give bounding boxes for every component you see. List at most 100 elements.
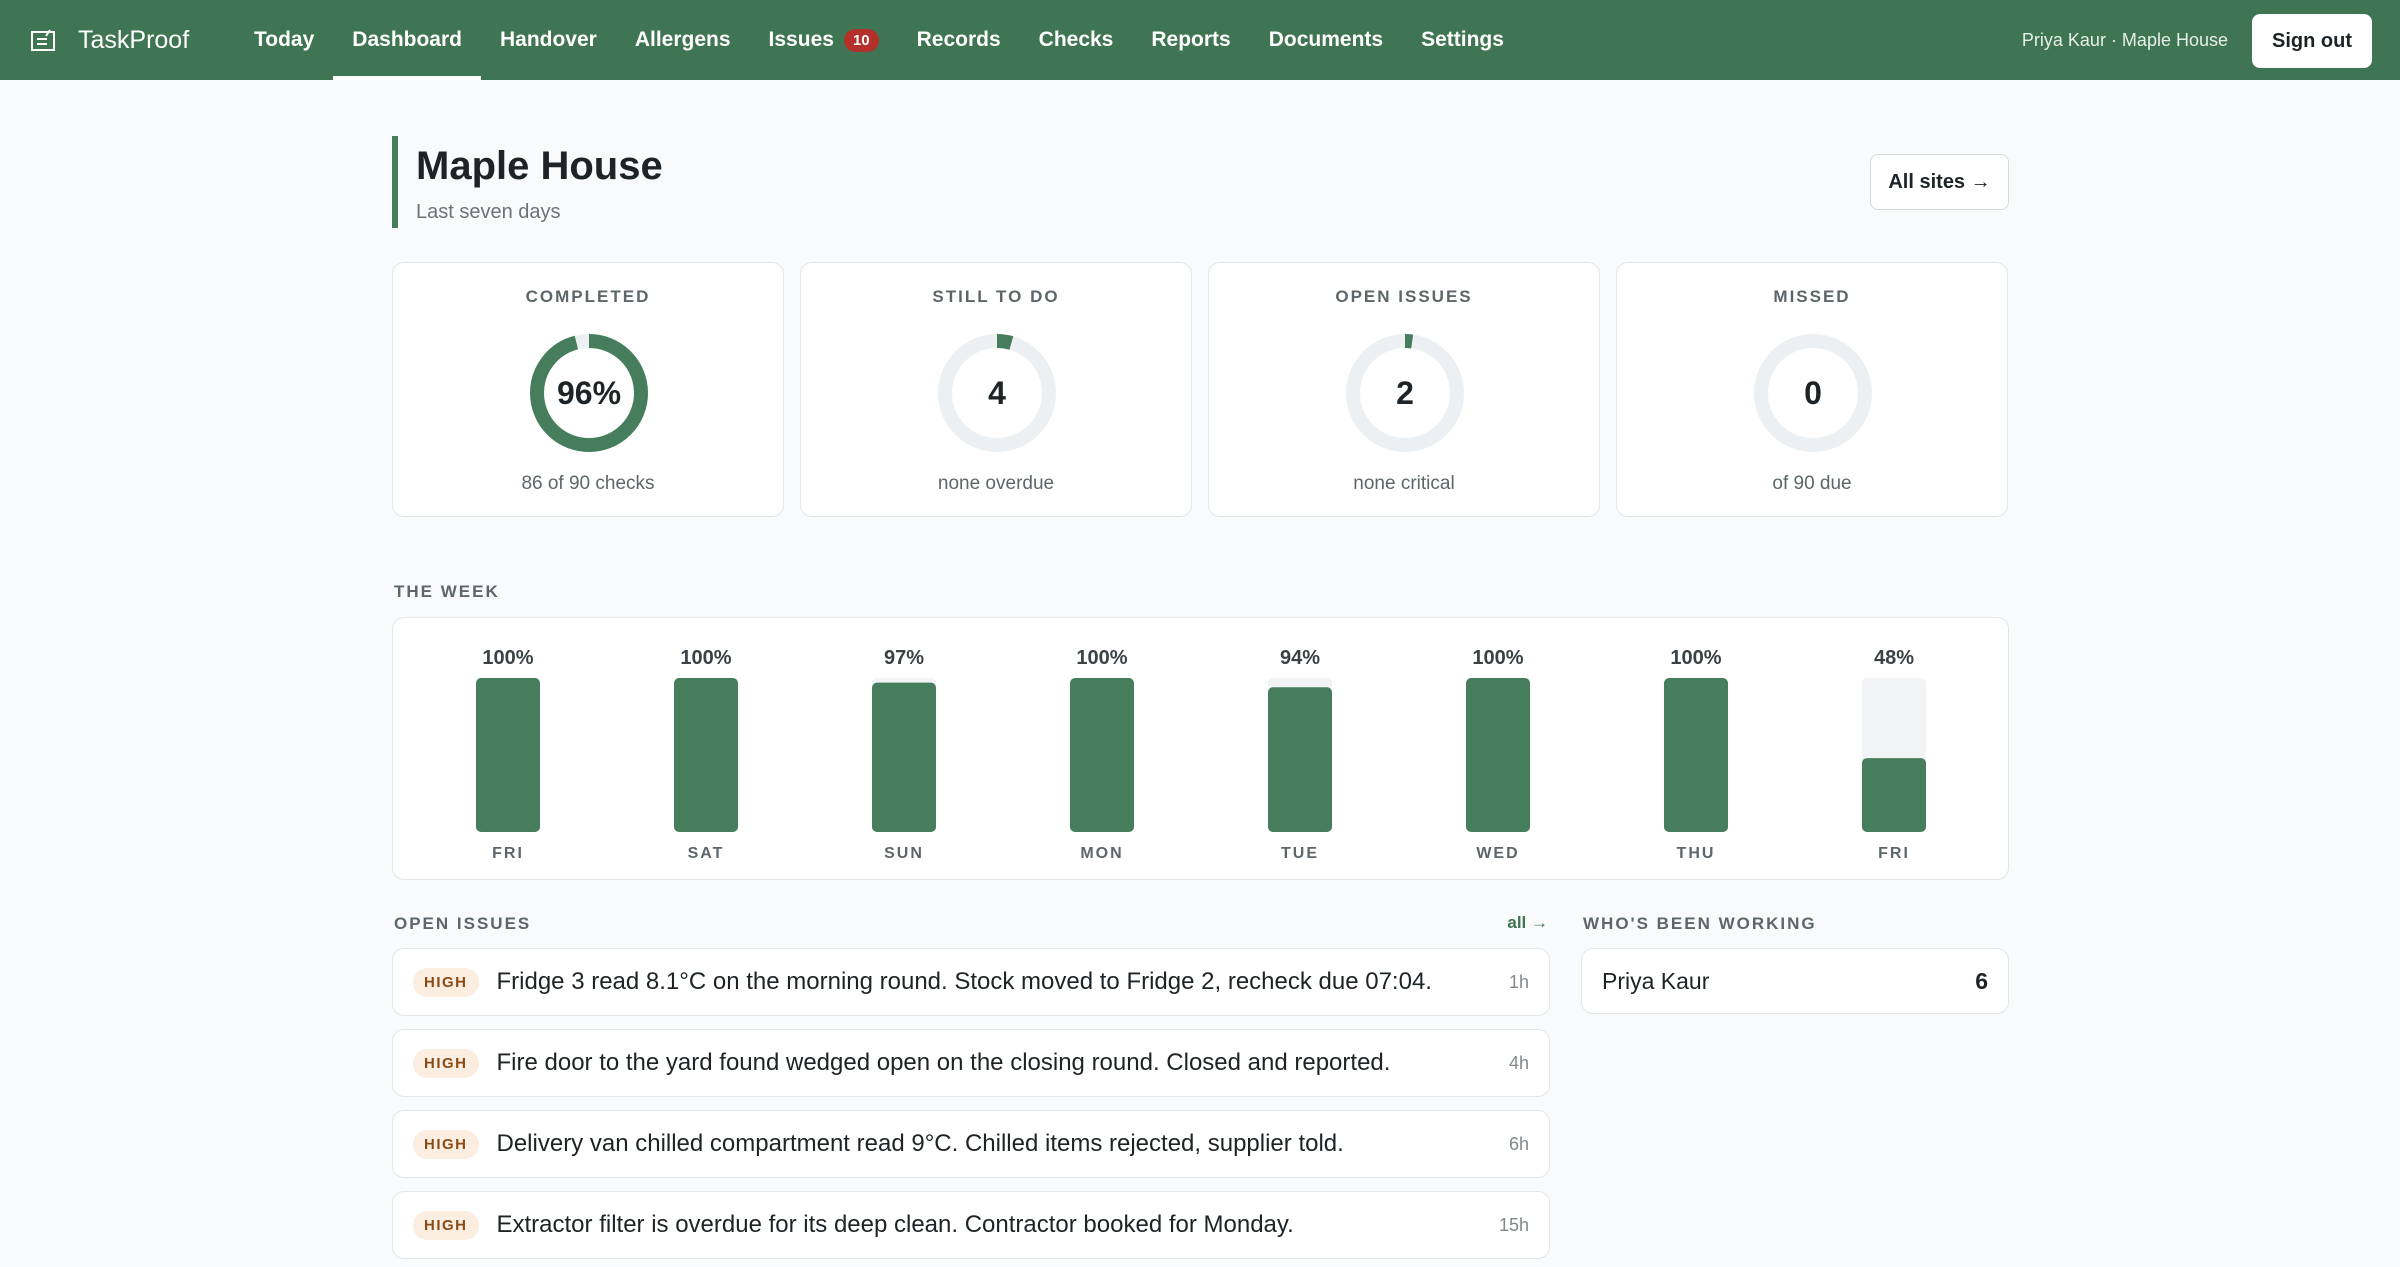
nav-label: Allergens	[634, 28, 731, 51]
nav-item[interactable]: Documents	[1250, 0, 1402, 80]
week-card: 100% FRI 100% SAT 97% SUN 100% MON 94% TUE 100% WED…	[392, 617, 2009, 880]
bar	[1070, 678, 1134, 832]
nav-item[interactable]: Checks	[1020, 0, 1133, 80]
stat-note: none overdue	[937, 473, 1055, 494]
nav-item[interactable]: Issues 10	[750, 0, 898, 80]
nav-item[interactable]: Allergens	[616, 0, 750, 80]
page-title: Maple House	[416, 144, 663, 188]
bar-value-label: 100%	[1670, 647, 1721, 669]
bar-value-label: 94%	[1280, 647, 1320, 669]
all-sites-button[interactable]: All sites →	[1870, 154, 2009, 210]
bar-value-label: 48%	[1874, 647, 1914, 669]
nav-label: Handover	[499, 28, 597, 51]
bar-category-label: THU	[1677, 845, 1716, 862]
issue-row[interactable]: HIGH Extractor filter is overdue for its …	[392, 1191, 1550, 1259]
issue-row[interactable]: HIGH Fire door to the yard found wedged o…	[392, 1029, 1550, 1097]
nav-label: Documents	[1268, 28, 1384, 51]
bar	[674, 678, 738, 832]
donut: 0	[1754, 334, 1872, 452]
nav-label: Issues	[768, 28, 834, 51]
donut-arc	[938, 334, 1056, 452]
issues-title: OPEN ISSUES	[394, 914, 532, 933]
bar	[1862, 758, 1926, 832]
nav-badge: 10	[843, 28, 879, 52]
stat-card: STILL TO DO 4 none overdue	[800, 262, 1192, 517]
bar-category-label: WED	[1476, 845, 1519, 862]
nav-item[interactable]: Settings	[1402, 0, 1523, 80]
bar	[872, 682, 936, 832]
stat-note: none critical	[1353, 473, 1455, 494]
bar	[1664, 678, 1728, 832]
nav-label: Settings	[1421, 28, 1504, 51]
severity-tag: HIGH	[413, 967, 479, 997]
stat-label: OPEN ISSUES	[1335, 287, 1473, 306]
issue-age: 6h	[1508, 1133, 1529, 1154]
stat-value: 0	[1804, 375, 1822, 411]
severity-tag: HIGH	[413, 1129, 479, 1159]
donut-track	[1754, 334, 1872, 452]
week-title: THE WEEK	[394, 582, 500, 601]
brand-icon	[31, 29, 55, 51]
donut-arc	[530, 334, 648, 452]
nav-label: Dashboard	[352, 28, 462, 51]
nav-item[interactable]: Today	[235, 0, 333, 80]
all-issues-link[interactable]: all →	[1507, 913, 1548, 932]
worker-count: 6	[1975, 967, 1988, 994]
stat-note: 86 of 90 checks	[521, 473, 655, 494]
bar-value-label: 100%	[1472, 647, 1523, 669]
bar-category-label: MON	[1080, 845, 1123, 862]
stat-label: STILL TO DO	[932, 287, 1060, 306]
nav-item[interactable]: Records	[898, 0, 1020, 80]
nav-items: Today Dashboard Handover Allergens Issues 10 R…	[235, 0, 1523, 80]
issue-age: 15h	[1498, 1214, 1529, 1235]
nav-label: Reports	[1151, 28, 1231, 51]
issue-age: 1h	[1508, 971, 1529, 992]
bar	[1268, 687, 1332, 832]
issue-age: 4h	[1508, 1052, 1529, 1073]
page-header: Maple House Last seven days	[392, 136, 663, 228]
stat-card: COMPLETED 96% 86 of 90 checks	[392, 262, 784, 517]
user-info: Priya Kaur · Maple House	[2021, 29, 2228, 50]
stat-label: MISSED	[1773, 287, 1851, 306]
brand[interactable]: TaskProof	[30, 26, 235, 55]
bar-value-label: 100%	[482, 647, 533, 669]
issue-text: Delivery van chilled compartment read 9°…	[496, 1130, 1344, 1157]
page-subtitle: Last seven days	[416, 201, 561, 223]
stat-value: 4	[988, 375, 1006, 411]
donut: 96%	[530, 334, 648, 452]
bar-value-label: 100%	[1076, 647, 1127, 669]
stat-value: 96%	[557, 375, 621, 411]
donut-arc	[1346, 334, 1464, 452]
stat-card: OPEN ISSUES 2 none critical	[1208, 262, 1600, 517]
bar-category-label: SAT	[688, 845, 725, 862]
donut: 4	[938, 334, 1056, 452]
nav-label: Checks	[1038, 28, 1114, 51]
nav-item[interactable]: Handover	[481, 0, 616, 80]
stat-note: of 90 due	[1772, 473, 1852, 494]
nav-bar: TaskProof Today Dashboard Handover Allergen…	[0, 0, 2400, 80]
donut: 2	[1346, 334, 1464, 452]
bar-category-label: TUE	[1281, 845, 1319, 862]
nav-item[interactable]: Reports	[1132, 0, 1249, 80]
worker-row: Priya Kaur 6	[1581, 948, 2009, 1014]
issue-text: Fridge 3 read 8.1°C on the morning round…	[496, 968, 1432, 995]
nav-item[interactable]: Dashboard	[333, 0, 481, 80]
sign-out-button[interactable]: Sign out	[2252, 14, 2372, 68]
week-chart: 100% FRI 100% SAT 97% SUN 100% MON 94% TUE 100% WED…	[476, 647, 1926, 862]
bar-category-label: FRI	[1878, 845, 1910, 862]
worker-name: Priya Kaur	[1602, 967, 1710, 994]
bar-value-label: 100%	[680, 647, 731, 669]
severity-tag: HIGH	[413, 1048, 479, 1078]
bar-value-label: 97%	[884, 647, 924, 669]
issue-text: Fire door to the yard found wedged open …	[496, 1049, 1391, 1076]
stat-label: COMPLETED	[525, 287, 651, 306]
issue-text: Extractor filter is overdue for its deep…	[496, 1211, 1294, 1238]
bar	[476, 678, 540, 832]
issue-row[interactable]: HIGH Fridge 3 read 8.1°C on the morning r…	[392, 948, 1550, 1016]
issue-row[interactable]: HIGH Delivery van chilled compartment rea…	[392, 1110, 1550, 1178]
severity-tag: HIGH	[413, 1210, 479, 1240]
workers-title: WHO'S BEEN WORKING	[1583, 914, 1817, 933]
bar-category-label: SUN	[884, 845, 924, 862]
stat-value: 2	[1396, 375, 1414, 411]
